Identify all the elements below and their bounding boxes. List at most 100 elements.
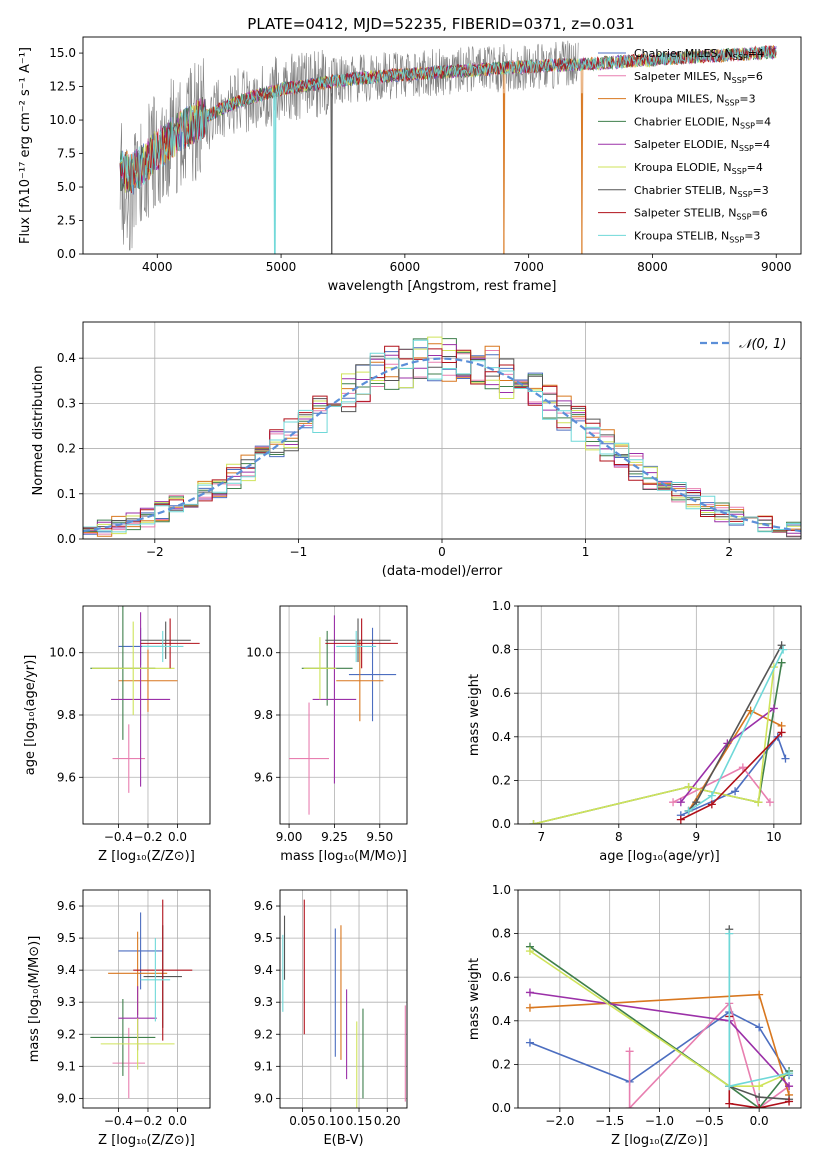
spectrum-xtick-label: 8000 — [637, 260, 668, 274]
weight_vs_age-axes: 7 8 9 10 0.0 0.2 0.4 0.6 0.8 1.0 age [log₁₀(age/yr… — [467, 599, 802, 864]
legend-label-chabrier_miles: Chabrier MILES, NSSP=4 — [634, 47, 764, 62]
weight-marker-salpeter_stelib — [785, 1097, 794, 1106]
weight_vs_Z-ytick-label: 0.4 — [492, 1014, 511, 1028]
weight_vs_Z-xtick-label: −1.5 — [595, 1114, 624, 1128]
mass_vs_ebv-xlabel: E(B-V) — [323, 1133, 363, 1148]
weight_vs_age-xlabel: age [log₁₀(age/yr)] — [599, 849, 720, 864]
mass_vs_Z-frame — [82, 889, 211, 1109]
weight-marker-salpeter_stelib — [755, 1104, 764, 1108]
age_vs_Z-xtick-label: −0.2 — [133, 830, 162, 844]
spectrum-model-kroupa_stelib — [119, 45, 777, 254]
age_vs_mass-frame — [279, 605, 408, 825]
legend-label-kroupa_stelib: Kroupa STELIB, NSSP=3 — [634, 229, 760, 244]
weight-marker-chabrier_stelib — [755, 1093, 764, 1102]
age_vs_Z-xlabel: Z [log₁₀(Z/Z⊙)] — [98, 849, 195, 864]
weight_vs_Z-frame — [517, 889, 802, 1109]
weight-marker-salpeter_miles — [738, 763, 747, 772]
legend-label-kroupa_elodie: Kroupa ELODIE, NSSP=4 — [634, 161, 763, 176]
mass_vs_ebv-xtick-label: 0.10 — [317, 1114, 344, 1128]
spectrum-axes: 4000 5000 6000 7000 8000 9000 0.0 2.5 5.0 7.5 10.0… — [18, 36, 802, 294]
spectrum-xlabel: wavelength [Angstrom, rest frame] — [328, 279, 557, 294]
mass_vs_Z-ytick-label: 9.0 — [57, 1091, 76, 1105]
weight-marker-kroupa_elodie — [529, 820, 538, 824]
weight-marker-chabrier_miles — [755, 1023, 764, 1032]
weight-line-kroupa_elodie — [529, 950, 790, 1087]
weight_vs_Z-xtick-label: −1.0 — [645, 1114, 674, 1128]
residuals-xtick-label: 2 — [725, 545, 733, 559]
mass_vs_Z-ytick-label: 9.5 — [57, 931, 76, 945]
weight-marker-chabrier_elodie — [777, 658, 786, 667]
spectrum-data-line — [119, 40, 579, 251]
age_vs_Z-xtick-label: 0.0 — [168, 830, 187, 844]
residuals-xtick-label: 1 — [582, 545, 590, 559]
residuals-ytick-label: 0.3 — [57, 396, 76, 410]
weight-marker-salpeter_elodie — [769, 704, 778, 713]
mass_vs_ebv-xtick-label: 0.05 — [289, 1114, 316, 1128]
weight_vs_age-plot-area — [518, 606, 801, 824]
weight_vs_age-xtick-label: 8 — [615, 830, 623, 844]
spectrum-title: PLATE=0412, MJD=52235, FIBERID=0371, z=0… — [247, 15, 634, 33]
age_vs_mass-xtick-label: 9.25 — [321, 830, 348, 844]
weight_vs_Z-ylabel: mass weight — [467, 958, 482, 1040]
legend-label-salpeter_stelib: Salpeter STELIB, NSSP=6 — [634, 207, 768, 222]
mass_vs_Z-ytick-label: 9.1 — [57, 1059, 76, 1073]
weight-marker-kroupa_miles — [525, 1003, 534, 1012]
weight-marker-kroupa_stelib — [707, 791, 716, 800]
legend-label-salpeter_elodie: Salpeter ELODIE, NSSP=4 — [634, 138, 770, 153]
spectrum-ytick-label: 12.5 — [49, 80, 76, 94]
mass_vs_ebv-ytick-label: 9.6 — [254, 899, 273, 913]
legend-label-kroupa_miles: Kroupa MILES, NSSP=3 — [634, 93, 756, 108]
gaussian-curve — [83, 357, 801, 533]
weight_vs_age-ytick-label: 0.2 — [492, 773, 511, 787]
mass_vs_ebv-ytick-label: 9.2 — [254, 1027, 273, 1041]
residuals-xtick-label: 0 — [438, 545, 446, 559]
age_vs_mass-xtick-label: 9.00 — [276, 830, 303, 844]
weight_vs_age-ytick-label: 1.0 — [492, 599, 511, 613]
weight_vs_Z-xtick-label: −2.0 — [545, 1114, 574, 1128]
residuals-xlabel: (data-model)/error — [382, 564, 503, 579]
weight-marker-kroupa_stelib — [684, 806, 693, 815]
weight_vs_age-ytick-label: 0.4 — [492, 730, 511, 744]
residuals-ytick-label: 0.4 — [57, 351, 76, 365]
residuals-frame — [82, 321, 802, 540]
spectrum-legend: Chabrier MILES, NSSP=4 Salpeter MILES, NS… — [598, 47, 771, 244]
mass_vs_ebv-ytick-label: 9.3 — [254, 995, 273, 1009]
spectrum-plot-area — [119, 40, 777, 254]
mass_vs_Z-ytick-label: 9.6 — [57, 899, 76, 913]
weight-marker-chabrier_stelib — [692, 798, 701, 807]
weight-line-kroupa_elodie — [533, 666, 775, 824]
residuals-xtick-label: −2 — [146, 545, 164, 559]
residuals-ylabel: Normed distribution — [31, 366, 46, 496]
weight-marker-kroupa_elodie — [755, 1082, 764, 1091]
weight-marker-salpeter_elodie — [676, 798, 685, 807]
mass_vs_Z-xlabel: Z [log₁₀(Z/Z⊙)] — [98, 1133, 195, 1148]
mass_vs_ebv-xtick-label: 0.15 — [346, 1114, 373, 1128]
legend-label-chabrier_stelib: Chabrier STELIB, NSSP=3 — [634, 184, 769, 199]
spectrum-ytick-label: 7.5 — [57, 147, 76, 161]
age_vs_mass-xlabel: mass [log₁₀(M/M⊙)] — [280, 849, 407, 864]
age_vs_Z-plot-area — [83, 606, 210, 824]
weight-marker-chabrier_miles — [731, 787, 740, 796]
mass_vs_Z-ytick-label: 9.4 — [57, 963, 76, 977]
age_vs_mass-ytick-label: 10.0 — [246, 646, 273, 660]
weight-marker-salpeter_miles — [669, 798, 678, 807]
mass_vs_Z-ytick-label: 9.3 — [57, 995, 76, 1009]
spectrum-xtick-label: 9000 — [761, 260, 792, 274]
mass_vs_ebv-ytick-label: 9.1 — [254, 1059, 273, 1073]
residuals-ytick-label: 0.2 — [57, 442, 76, 456]
spectrum-frame — [82, 36, 802, 255]
weight-marker-salpeter_miles — [625, 1047, 634, 1056]
age_vs_Z-ytick-label: 9.6 — [57, 770, 76, 784]
weight-marker-salpeter_stelib — [777, 728, 786, 737]
spectrum-ytick-label: 0.0 — [57, 247, 76, 261]
weight-marker-kroupa_elodie — [684, 782, 693, 791]
mass_vs_Z-xtick-label: −0.4 — [104, 1114, 133, 1128]
legend-label-salpeter_miles: Salpeter MILES, NSSP=6 — [634, 70, 763, 85]
mass_vs_ebv-axes: 0.05 0.10 0.15 0.20 9.0 9.1 9.2 9.3 9.4 9.5 9.6 E(B… — [254, 889, 408, 1148]
weight-line-chabrier_miles — [680, 735, 787, 817]
weight-marker-salpeter_stelib — [725, 1099, 734, 1108]
residuals-ytick-label: 0.1 — [57, 487, 76, 501]
weight-marker-chabrier_miles — [525, 1038, 534, 1047]
mass_vs_ebv-plot-area — [280, 890, 407, 1108]
